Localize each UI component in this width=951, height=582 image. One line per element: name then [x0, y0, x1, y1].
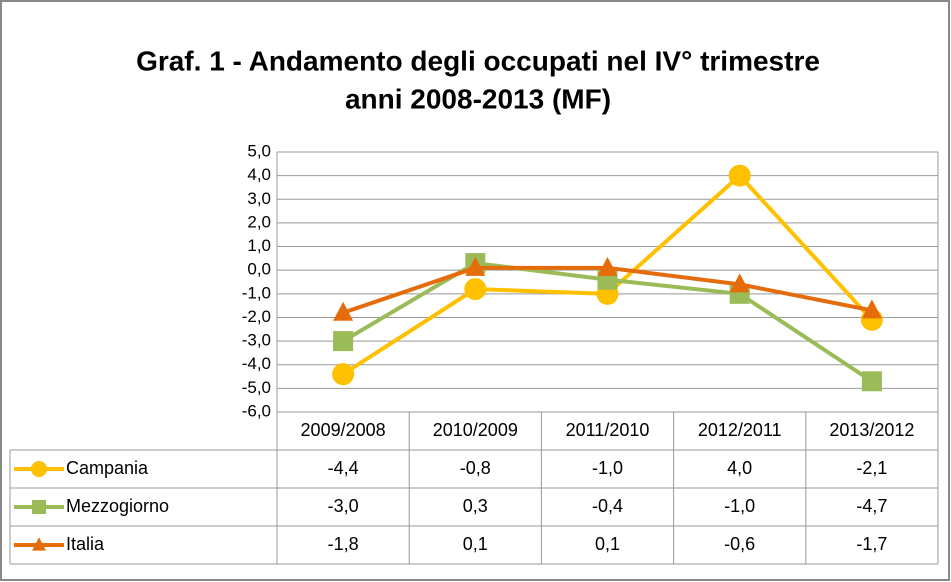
marker: [861, 299, 882, 319]
table-cell: -1,7: [856, 534, 887, 554]
table-cell: -0,6: [724, 534, 755, 554]
table-cell: 0,1: [463, 534, 488, 554]
legend-label: Mezzogiorno: [66, 496, 169, 516]
marker: [465, 256, 486, 276]
y-tick-label: 5,0: [247, 141, 271, 160]
table-cell: -1,0: [592, 458, 623, 478]
table-cell: -1,8: [328, 534, 359, 554]
y-tick-label: 2,0: [247, 212, 271, 231]
y-tick-label: -1,0: [242, 283, 271, 302]
y-tick-label: 0,0: [247, 260, 271, 279]
y-tick-label: -4,0: [242, 354, 271, 373]
y-tick-label: -2,0: [242, 307, 271, 326]
marker: [597, 256, 618, 276]
y-tick-label: 4,0: [247, 165, 271, 184]
y-tick-label: -3,0: [242, 331, 271, 350]
marker: [32, 537, 46, 551]
marker: [31, 461, 47, 477]
legend-label: Italia: [66, 534, 105, 554]
table-cell: 4,0: [727, 458, 752, 478]
table-cell: -0,4: [592, 496, 623, 516]
marker: [464, 278, 487, 301]
marker: [728, 164, 751, 187]
marker: [333, 331, 354, 352]
table-cell: -0,8: [460, 458, 491, 478]
y-tick-label: 1,0: [247, 236, 271, 255]
marker: [861, 371, 882, 392]
table-cell: -4,7: [856, 496, 887, 516]
table-cell: -1,0: [724, 496, 755, 516]
y-tick-label: -6,0: [242, 401, 271, 420]
marker: [729, 273, 750, 293]
table-header: 2010/2009: [433, 420, 518, 440]
marker: [32, 500, 46, 514]
legend-label: Campania: [66, 458, 149, 478]
table-cell: 0,1: [595, 534, 620, 554]
y-tick-label: -5,0: [242, 378, 271, 397]
marker: [332, 363, 355, 386]
table-cell: 0,3: [463, 496, 488, 516]
marker: [333, 301, 354, 321]
table-header: 2009/2008: [301, 420, 386, 440]
table-cell: -4,4: [328, 458, 359, 478]
y-tick-label: 3,0: [247, 189, 271, 208]
table-header: 2011/2010: [566, 420, 650, 440]
chart-title: Graf. 1 - Andamento degli occupati nel I…: [136, 45, 820, 76]
table-header: 2013/2012: [829, 420, 914, 440]
table-cell: -3,0: [328, 496, 359, 516]
table-header: 2012/2011: [698, 420, 782, 440]
chart-title: anni 2008-2013 (MF): [345, 83, 611, 114]
table-cell: -2,1: [856, 458, 887, 478]
